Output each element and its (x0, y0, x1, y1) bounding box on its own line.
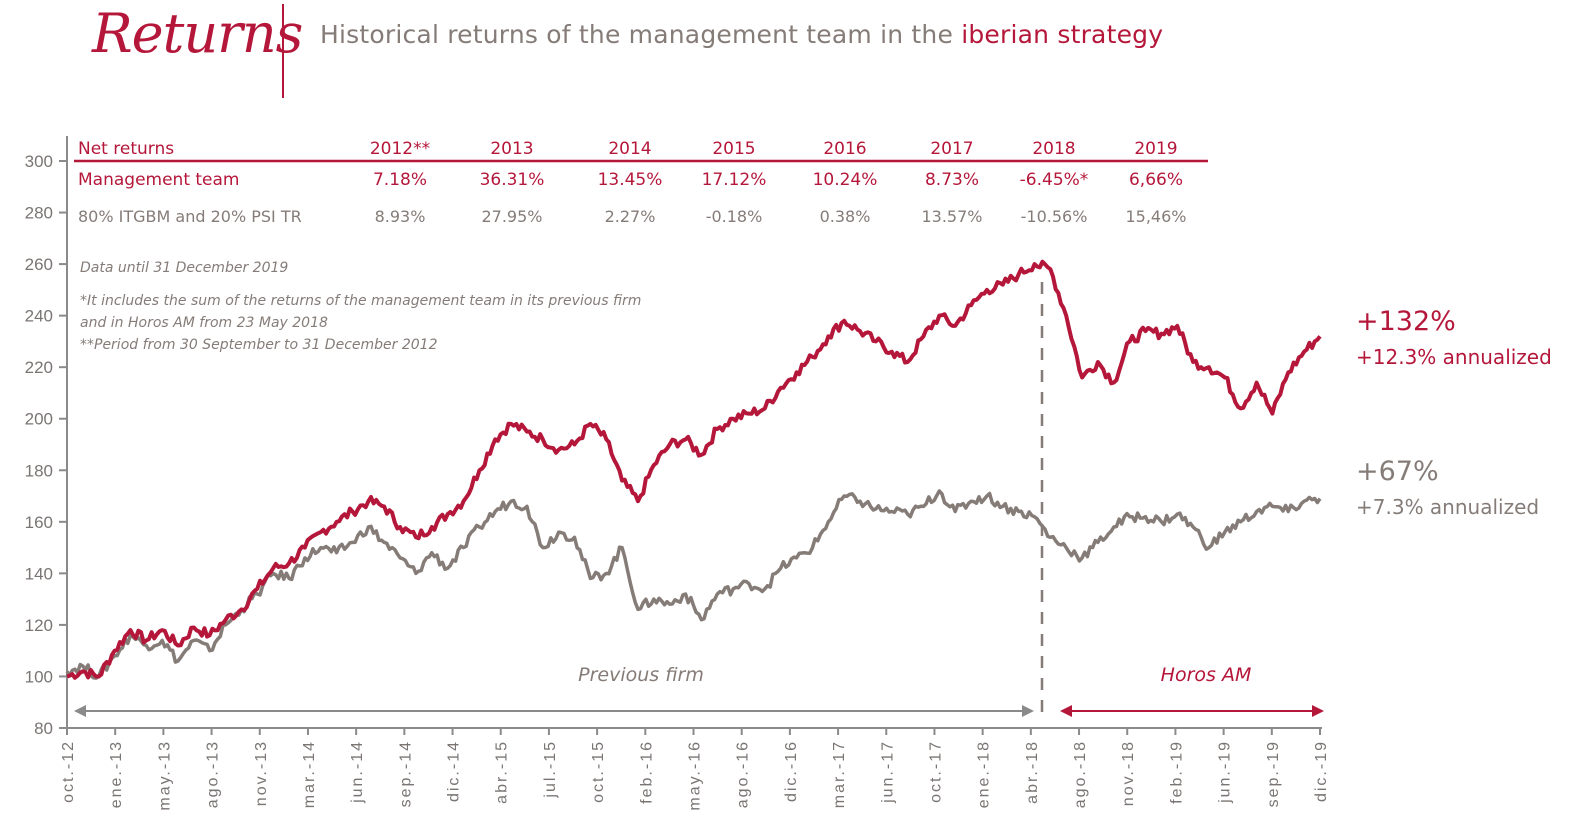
y-tick-label: 100 (25, 667, 53, 686)
previous-firm-label: Previous firm (578, 664, 704, 686)
footnotes: Data until 31 December 2019 *It includes… (80, 260, 641, 353)
table-year-header: 2015 (712, 139, 755, 159)
title-divider (282, 4, 284, 98)
series-line-management-team (66, 259, 1322, 680)
x-tick-label: ene.-13 (108, 740, 125, 808)
page-title: Returns (92, 2, 303, 65)
note-data-until: Data until 31 December 2019 (80, 260, 288, 276)
table-year-header: 2012** (370, 139, 430, 159)
subtitle-highlight: iberian strategy (961, 20, 1164, 49)
table-cell-management: 36.31% (480, 170, 545, 190)
table-cell-management: -6.45%* (1020, 170, 1089, 190)
y-tick-label: 220 (25, 358, 53, 377)
previous-firm-arrow (74, 705, 1034, 717)
x-tick-label: mar.-17 (831, 740, 848, 808)
x-tick-label: mar.-14 (301, 740, 318, 808)
table-year-header: 2019 (1134, 139, 1177, 159)
table-header-label: Net returns (78, 139, 174, 159)
table-cell-benchmark: 0.38% (820, 207, 871, 226)
page-subtitle: Historical returns of the management tea… (320, 20, 1163, 49)
arrow-right-icon (1022, 705, 1034, 717)
x-tick-label: sep.-19 (1265, 740, 1282, 807)
y-tick-label: 120 (25, 616, 53, 635)
x-tick-label: ago.-13 (205, 740, 222, 808)
x-tick-label: jun.-17 (879, 740, 896, 804)
x-axis: oct.-12 ene.-13 may.-13 ago.-13 nov.-13 mar.-… (60, 727, 1330, 811)
arrow-left-icon (74, 705, 86, 717)
x-tick-label: oct.-17 (927, 740, 944, 803)
arrow-left-icon (1060, 705, 1072, 717)
x-tick-label: oct.-12 (60, 740, 77, 803)
y-axis: 80 100 120 140 160 180 200 220 240 260 280 300 (25, 136, 68, 738)
table-row-label-management: Management team (78, 170, 240, 190)
table-cell-benchmark: 2.27% (605, 207, 656, 226)
x-tick-label: dic.-19 (1313, 740, 1330, 802)
management-annualized-return: +12.3% annualized (1356, 345, 1552, 369)
arrow-right-icon (1312, 705, 1324, 717)
note-period: **Period from 30 September to 31 Decembe… (80, 337, 438, 353)
y-tick-label: 80 (34, 719, 53, 738)
returns-table: Net returns 2012** 2013 2014 2015 2016 2017 20… (74, 139, 1208, 226)
x-tick-label: nov.-18 (1120, 740, 1137, 806)
x-tick-label: feb.-16 (638, 740, 655, 804)
x-tick-label: ago.-18 (1072, 740, 1089, 808)
table-cell-management: 13.45% (598, 170, 663, 190)
x-tick-label: abr.-15 (494, 740, 511, 804)
x-tick-label: abr.-18 (1024, 740, 1041, 804)
y-tick-label: 180 (25, 461, 53, 480)
x-tick-label: may.-16 (687, 740, 704, 811)
x-tick-label: jun.-19 (1217, 740, 1234, 804)
y-tick-label: 140 (25, 564, 53, 583)
x-tick-label: may.-13 (156, 740, 173, 811)
y-tick-label: 300 (25, 152, 53, 171)
y-tick-label: 280 (25, 204, 53, 223)
table-year-header: 2013 (490, 139, 533, 159)
table-year-header: 2014 (608, 139, 651, 159)
benchmark-total-return: +67% (1356, 456, 1439, 487)
table-cell-management: 17.12% (702, 170, 767, 190)
x-tick-label: oct.-15 (590, 740, 607, 803)
table-year-header: 2016 (823, 139, 866, 159)
benchmark-annualized-return: +7.3% annualized (1356, 495, 1539, 519)
x-tick-label: dic.-16 (783, 740, 800, 802)
y-tick-label: 200 (25, 410, 53, 429)
table-cell-management: 10.24% (813, 170, 878, 190)
table-cell-benchmark: 15,46% (1125, 207, 1186, 226)
x-tick-label: nov.-13 (253, 740, 270, 806)
table-cell-management: 7.18% (373, 170, 427, 190)
x-tick-label: sep.-14 (397, 740, 414, 807)
horos-am-arrow (1060, 705, 1324, 717)
note-includes: *It includes the sum of the returns of t… (80, 293, 641, 309)
horos-am-label: Horos AM (1161, 664, 1252, 686)
management-total-return: +132% (1356, 306, 1456, 337)
note-includes-cont: and in Horos AM from 23 May 2018 (80, 315, 328, 331)
table-cell-benchmark: 8.93% (375, 207, 426, 226)
x-tick-label: ene.-18 (976, 740, 993, 808)
subtitle-text: Historical returns of the management tea… (320, 20, 962, 49)
series-line-benchmark (65, 489, 1322, 680)
table-year-header: 2017 (930, 139, 973, 159)
x-tick-label: jun.-14 (349, 740, 366, 804)
table-row-label-benchmark: 80% ITGBM and 20% PSI TR (78, 207, 302, 226)
table-cell-benchmark: -10.56% (1021, 207, 1088, 226)
x-tick-label: ago.-16 (735, 740, 752, 808)
y-tick-label: 160 (25, 513, 53, 532)
x-tick-label: feb.-19 (1168, 740, 1185, 804)
table-cell-benchmark: -0.18% (706, 207, 763, 226)
table-cell-benchmark: 13.57% (921, 207, 982, 226)
x-tick-label: jul.-15 (542, 740, 559, 799)
series-lines (65, 259, 1322, 680)
y-tick-label: 260 (25, 255, 53, 274)
table-year-header: 2018 (1032, 139, 1075, 159)
table-cell-management: 6,66% (1129, 170, 1183, 190)
y-tick-label: 240 (25, 307, 53, 326)
x-tick-label: dic.-14 (446, 740, 463, 802)
table-cell-management: 8.73% (925, 170, 979, 190)
table-cell-benchmark: 27.95% (481, 207, 542, 226)
